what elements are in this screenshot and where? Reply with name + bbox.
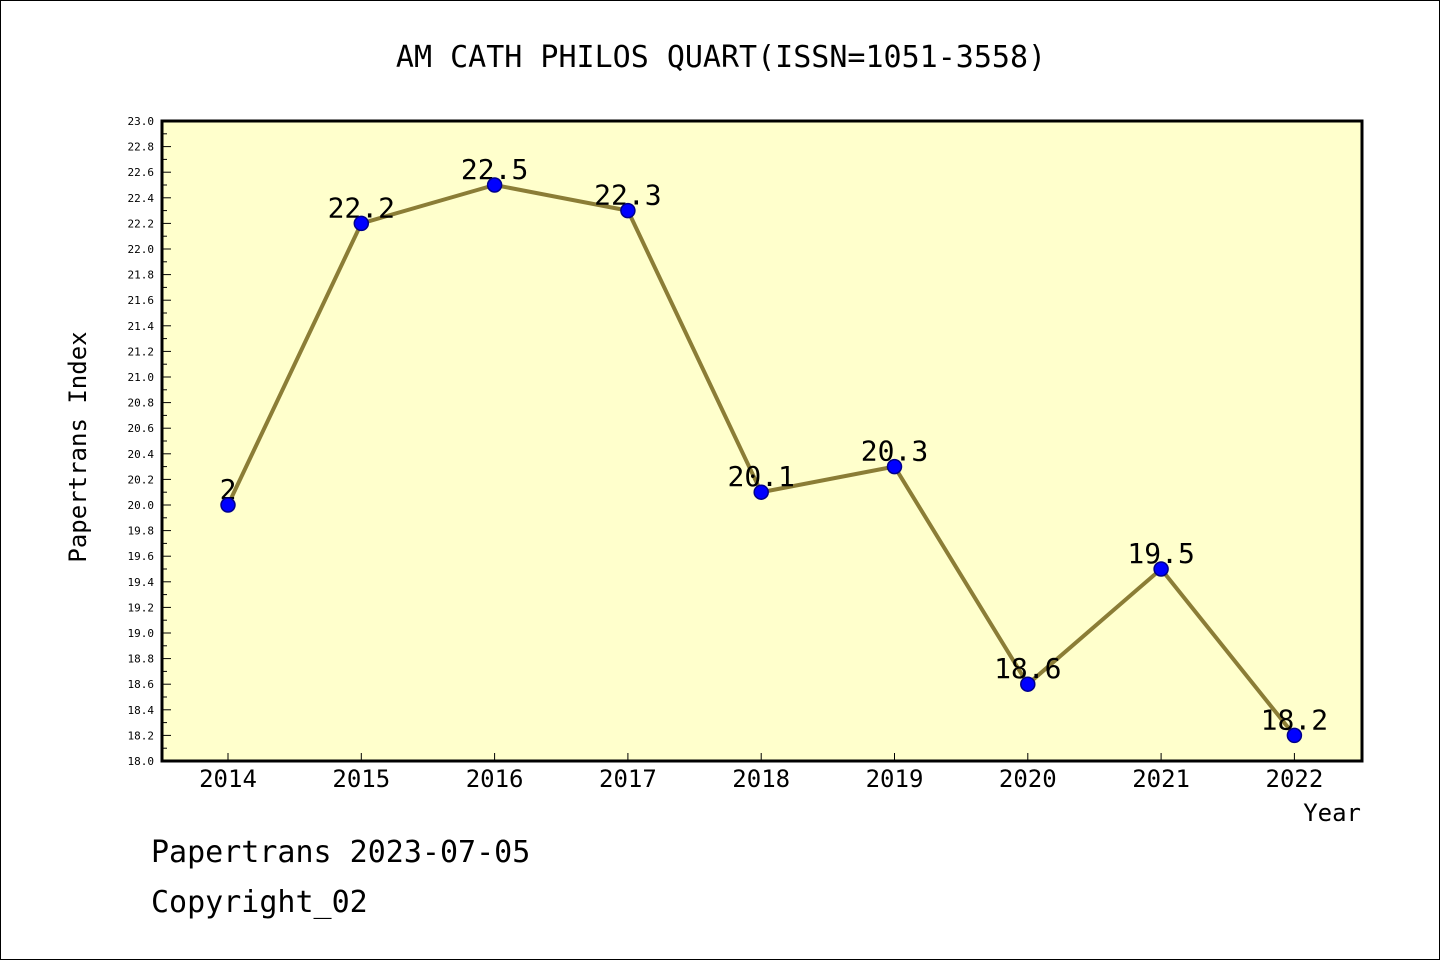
x-tick-label: 2017 bbox=[599, 765, 657, 793]
data-point bbox=[220, 497, 236, 513]
y-axis-label: Papertrans Index bbox=[64, 331, 92, 562]
y-tick-label: 19.2 bbox=[128, 601, 155, 614]
x-tick-label: 2015 bbox=[332, 765, 390, 793]
y-axis-ticks: 18.0 18.2 18.4 18.6 18.8 19.0 19.2 19.4 19.6 19.8… bbox=[128, 115, 171, 768]
y-tick-label: 19.8 bbox=[128, 525, 155, 538]
y-tick-label: 19.6 bbox=[128, 550, 155, 563]
x-tick-label: 2014 bbox=[199, 765, 257, 793]
data-point bbox=[620, 202, 636, 219]
data-point bbox=[1020, 676, 1036, 692]
y-tick-label: 20.6 bbox=[128, 422, 155, 435]
y-tick-label: 21.8 bbox=[128, 269, 155, 282]
x-tick-label: 2020 bbox=[999, 765, 1057, 793]
y-tick-label: 18.6 bbox=[128, 678, 155, 691]
y-tick-label: 22.2 bbox=[128, 217, 155, 230]
y-tick-label: 22.4 bbox=[128, 192, 155, 205]
y-tick-label: 19.4 bbox=[128, 576, 155, 589]
x-tick-label: 2016 bbox=[466, 765, 524, 793]
data-points bbox=[220, 177, 1303, 744]
data-point bbox=[753, 484, 769, 500]
x-axis-label: Year bbox=[1303, 799, 1361, 827]
x-tick-label: 2018 bbox=[732, 765, 790, 793]
plot-border bbox=[160, 119, 1364, 763]
footer-stamp: Papertrans 2023-07-05 bbox=[151, 835, 531, 870]
y-tick-label: 20.4 bbox=[128, 448, 155, 461]
y-tick-label: 21.2 bbox=[128, 345, 155, 358]
data-point bbox=[353, 215, 370, 232]
y-tick-label: 18.8 bbox=[128, 653, 155, 666]
footer-copyright: Copyright_02 bbox=[151, 885, 368, 920]
data-label: 2 bbox=[220, 473, 237, 506]
y-tick-label: 20.0 bbox=[128, 499, 155, 512]
data-point bbox=[1153, 561, 1169, 577]
y-tick-label: 18.4 bbox=[128, 704, 155, 717]
y-tick-label: 21.0 bbox=[128, 371, 155, 384]
y-tick-label: 22.6 bbox=[128, 166, 155, 179]
y-tick-label: 22.0 bbox=[128, 243, 155, 256]
x-tick-label: 2021 bbox=[1132, 765, 1190, 793]
y-tick-label: 20.8 bbox=[128, 397, 155, 410]
y-tick-label: 22.8 bbox=[128, 141, 155, 154]
chart-title: AM CATH PHILOS QUART(ISSN=1051-3558) bbox=[396, 40, 1046, 75]
y-tick-label: 18.0 bbox=[128, 755, 155, 768]
y-tick-label: 21.6 bbox=[128, 294, 155, 307]
y-tick-label: 21.4 bbox=[128, 320, 155, 333]
x-axis-ticks: 2014 2015 2016 2017 2018 2019 2020 2021 2022 bbox=[199, 753, 1323, 793]
x-tick-label: 2022 bbox=[1266, 765, 1324, 793]
data-point bbox=[886, 458, 903, 475]
data-point bbox=[1286, 727, 1303, 744]
y-tick-label: 23.0 bbox=[128, 115, 155, 128]
y-tick-label: 19.0 bbox=[128, 627, 155, 640]
x-tick-label: 2019 bbox=[866, 765, 924, 793]
data-point bbox=[486, 177, 503, 193]
y-tick-label: 20.2 bbox=[128, 473, 155, 486]
y-tick-label: 18.2 bbox=[128, 729, 155, 742]
